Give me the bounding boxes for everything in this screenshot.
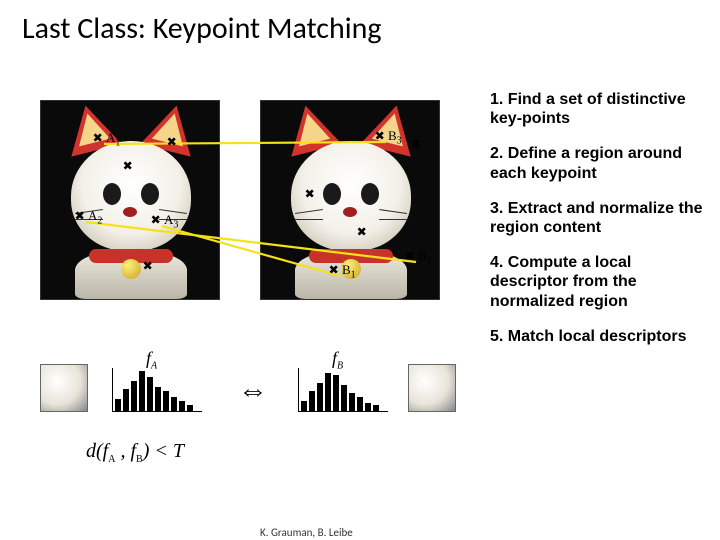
histogram-bar	[317, 383, 323, 411]
step-item: 3. Extract and normalize the region cont…	[490, 199, 710, 237]
keypoint-label: B3	[388, 128, 402, 147]
eye-icon	[361, 183, 379, 205]
keypoint-label: A3	[164, 212, 178, 231]
steps-list: 1. Find a set of distinctive key-points 2…	[490, 90, 710, 362]
keypoint-label: A1	[106, 130, 120, 149]
image-a	[40, 100, 220, 300]
keypoint-label: A2	[88, 208, 102, 227]
whisker-icon	[379, 219, 407, 220]
eye-icon	[103, 183, 121, 205]
step-item: 2. Define a region around each keypoint	[490, 144, 710, 182]
histogram-bar	[163, 391, 169, 411]
histogram-bar	[115, 399, 121, 411]
keypoint-marker-icon: ✖	[74, 210, 86, 222]
keypoint-marker-icon: ✖	[142, 260, 154, 272]
matching-diagram: ✖A1✖A2✖A3✖✖✖ ✖B3✖B1✖B2✖✖✖	[40, 100, 470, 330]
credit-text: K. Grauman, B. Leibe	[260, 526, 353, 539]
histogram-bar	[357, 397, 363, 411]
histogram-bar	[325, 373, 331, 411]
bidirectional-arrow-icon: ⇔	[238, 372, 268, 409]
keypoint-marker-icon: ✖	[304, 188, 316, 200]
histogram-bar	[123, 389, 129, 411]
step-item: 1. Find a set of distinctive key-points	[490, 90, 710, 128]
histogram-b	[298, 368, 388, 412]
keypoint-marker-icon: ✖	[166, 136, 178, 148]
histogram-bar	[187, 405, 193, 411]
histogram-bar	[179, 401, 185, 411]
histogram-bar	[301, 401, 307, 411]
slide-title: Last Class: Keypoint Matching	[22, 10, 382, 47]
keypoint-marker-icon: ✖	[404, 250, 416, 262]
eye-icon	[141, 183, 159, 205]
keypoint-marker-icon: ✖	[150, 214, 162, 226]
descriptor-row: fA ⇔ fB	[40, 350, 470, 430]
keypoint-label: B1	[342, 262, 356, 281]
histogram-bar	[155, 387, 161, 411]
histogram-bar	[171, 397, 177, 411]
histogram-bar	[349, 393, 355, 411]
eye-icon	[323, 183, 341, 205]
histogram-a	[112, 368, 202, 412]
keypoint-marker-icon: ✖	[92, 132, 104, 144]
keypoint-marker-icon: ✖	[410, 138, 422, 150]
distance-formula: d(fA , fB) < T	[86, 440, 184, 465]
whisker-icon	[295, 219, 323, 220]
histogram-bar	[341, 385, 347, 411]
keypoint-marker-icon: ✖	[328, 264, 340, 276]
histogram-bar	[309, 391, 315, 411]
content-area: ✖A1✖A2✖A3✖✖✖ ✖B3✖B1✖B2✖✖✖ fA ⇔ fB d(fA ,…	[0, 60, 720, 540]
patch-a	[40, 364, 88, 412]
step-item: 4. Compute a local descriptor from the n…	[490, 253, 710, 311]
histogram-bar	[333, 375, 339, 411]
nose-icon	[123, 207, 137, 217]
step-item: 5. Match local descriptors	[490, 327, 710, 346]
keypoint-label: B2	[418, 248, 432, 267]
keypoint-marker-icon: ✖	[356, 226, 368, 238]
keypoint-marker-icon: ✖	[374, 130, 386, 142]
bell-icon	[121, 259, 141, 279]
histogram-bar	[139, 371, 145, 411]
patch-b	[408, 364, 456, 412]
histogram-bar	[365, 403, 371, 411]
nose-icon	[343, 207, 357, 217]
histogram-bar	[131, 381, 137, 411]
keypoint-marker-icon: ✖	[122, 160, 134, 172]
histogram-bar	[373, 405, 379, 411]
histogram-bar	[147, 377, 153, 411]
